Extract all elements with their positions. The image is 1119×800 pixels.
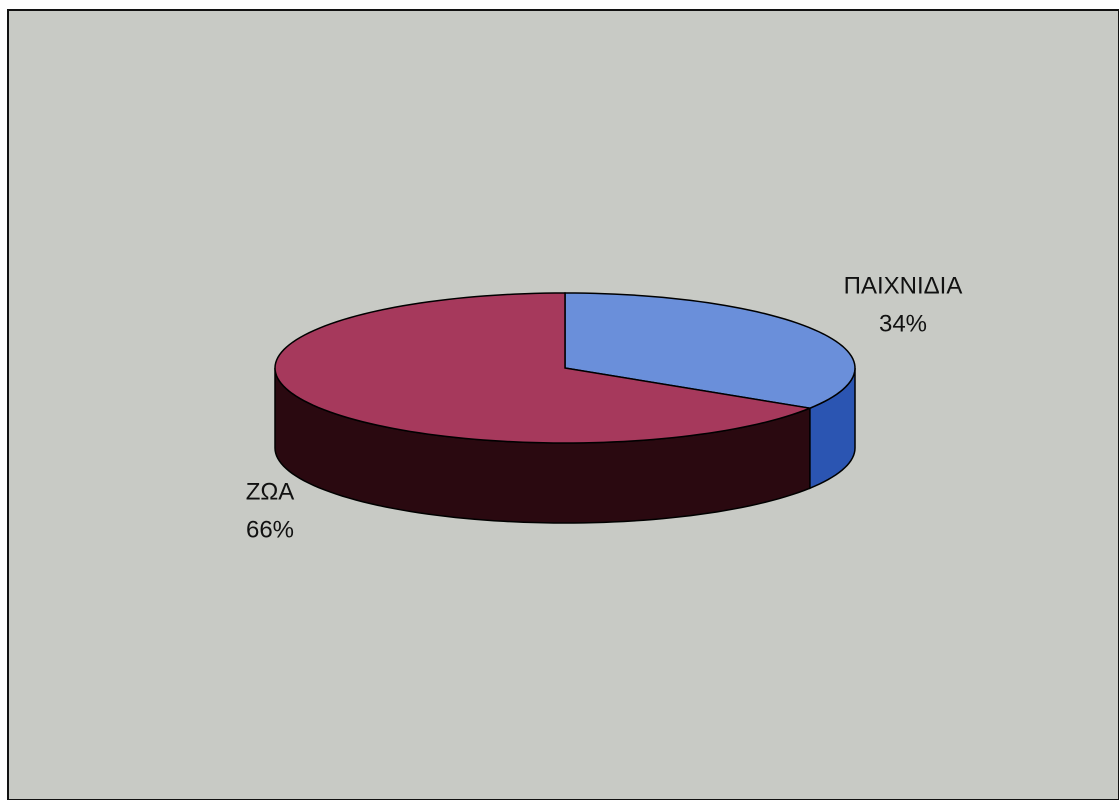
slice-label: ΖΩΑ — [246, 478, 295, 505]
slice — [274, 292, 813, 444]
slice-value-label: 66% — [246, 516, 294, 543]
slice-label: ΠΑΙΧΝΙΔΙΑ — [844, 272, 963, 299]
slice-value-label: 34% — [879, 310, 927, 337]
pie — [274, 292, 856, 524]
